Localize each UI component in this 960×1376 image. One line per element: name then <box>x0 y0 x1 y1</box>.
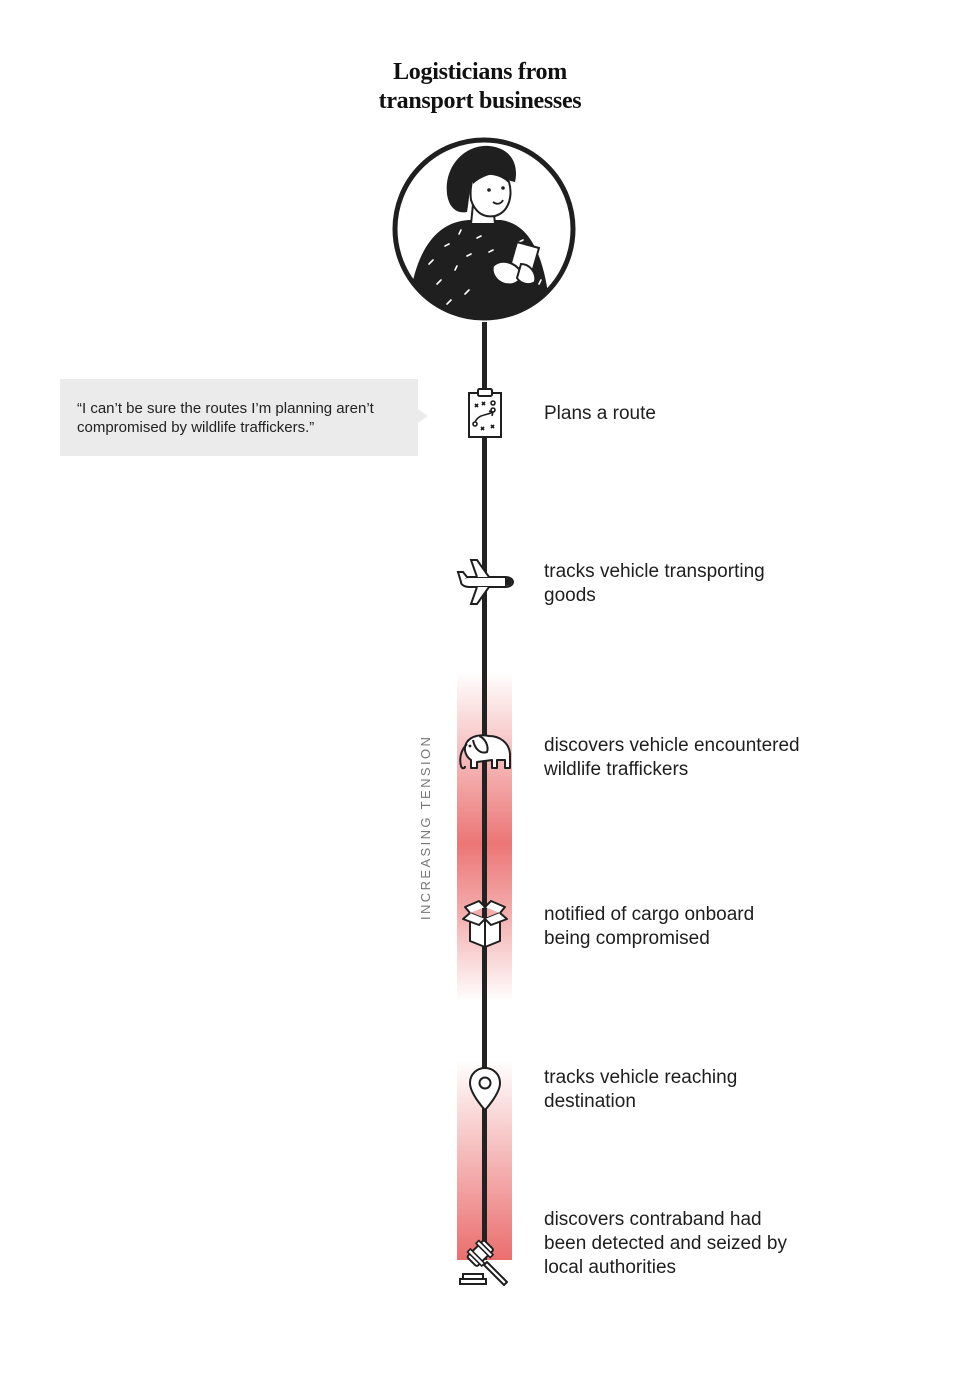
map-pin-icon <box>455 1058 515 1118</box>
quote-text: “I can’t be sure the routes I’m planning… <box>77 400 374 436</box>
increasing-tension-label: INCREASING TENSION <box>418 734 433 920</box>
persona-avatar <box>389 134 579 324</box>
timeline-line <box>482 322 487 1260</box>
step-label: Plans a route <box>544 403 656 424</box>
gavel-icon <box>455 1232 515 1292</box>
elephant-icon <box>455 722 515 782</box>
step-label: discovers vehicle encountered wildlife t… <box>544 735 800 780</box>
step-label: tracks vehicle transporting goods <box>544 561 765 606</box>
title-line-2: transport businesses <box>378 88 582 114</box>
step-label: notified of cargo onboard being compromi… <box>544 904 755 949</box>
step-label: tracks vehicle reaching destination <box>544 1067 738 1112</box>
persona-quote: “I can’t be sure the routes I’m planning… <box>60 379 428 456</box>
person-with-phone-icon <box>392 137 576 321</box>
title-line-1: Logisticians from <box>393 59 567 85</box>
clipboard-route-icon <box>455 384 515 444</box>
diagram-title: Logisticians from transport businesses <box>280 58 680 116</box>
airplane-icon <box>455 552 515 612</box>
open-box-icon <box>455 893 515 953</box>
step-label: discovers contraband had been detected a… <box>544 1209 787 1278</box>
